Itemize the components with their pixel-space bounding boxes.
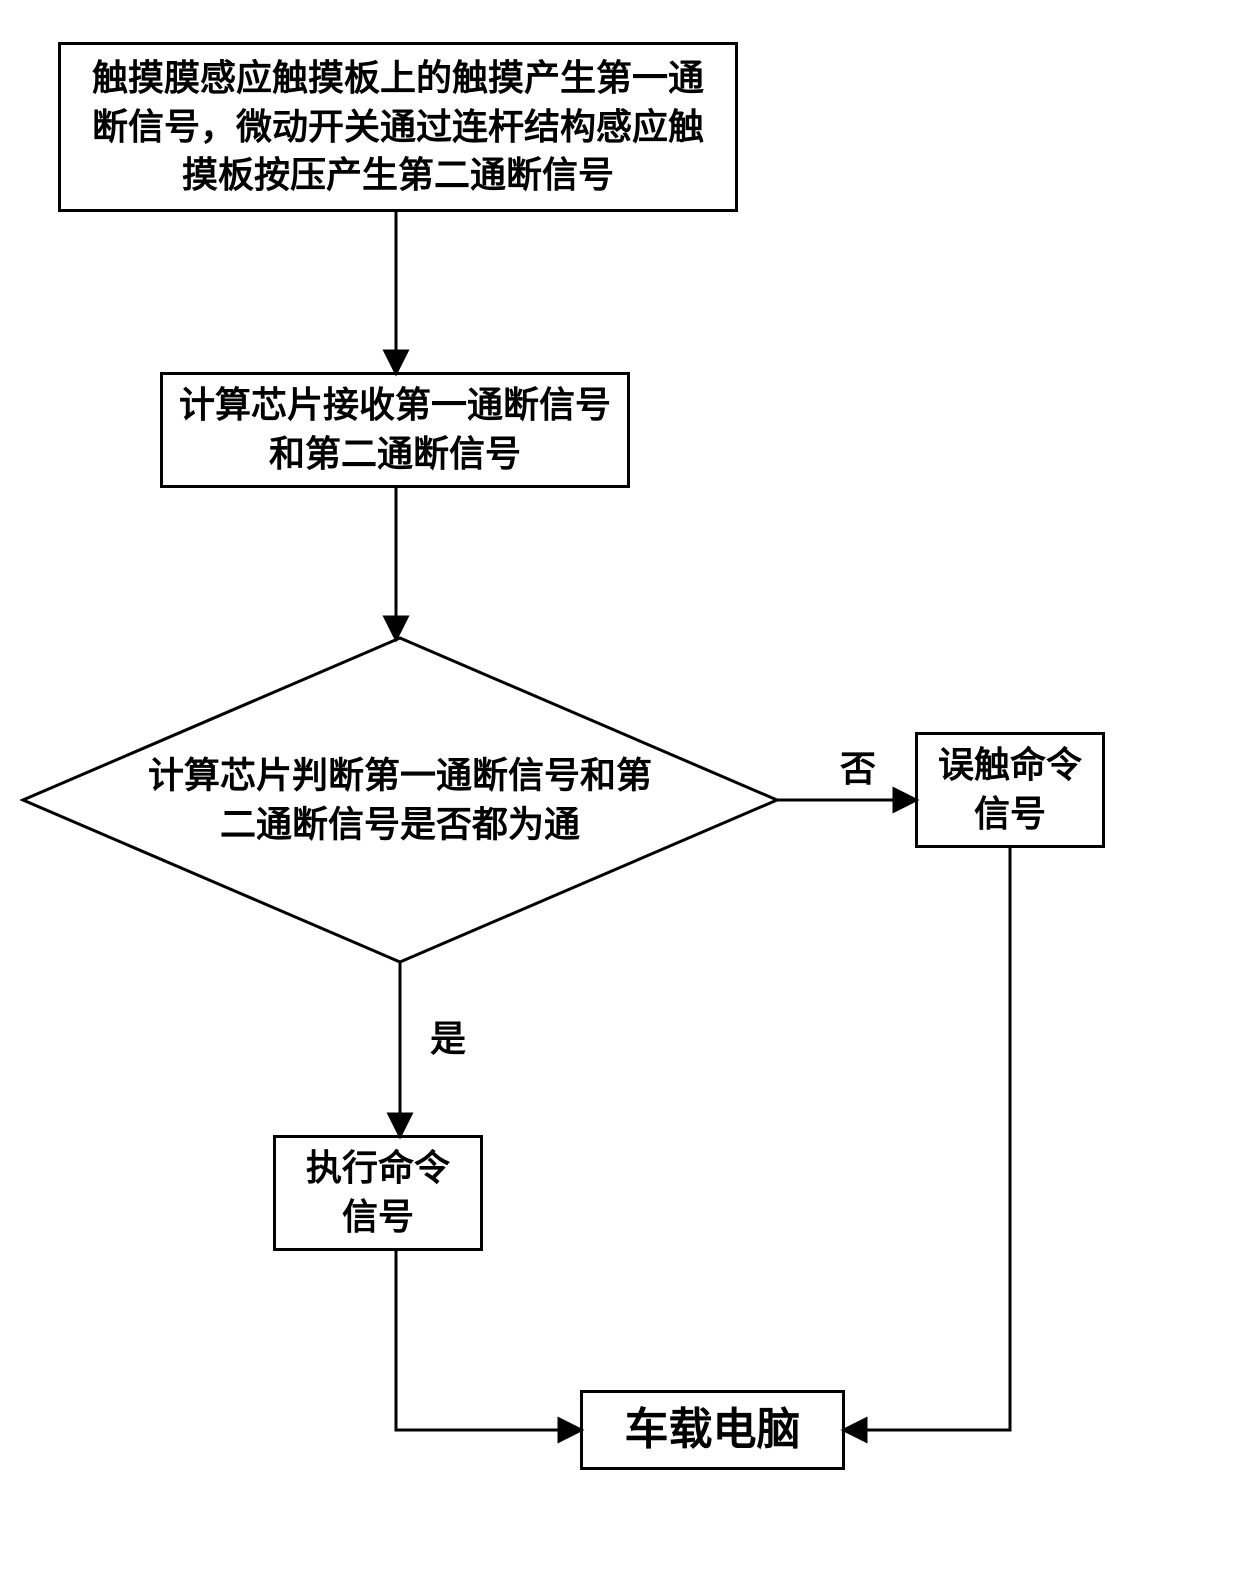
node-text: 执行命令信号 (306, 1144, 450, 1241)
flow-node-false-touch: 误触命令信号 (915, 732, 1105, 848)
node-text: 误触命令信号 (938, 741, 1082, 838)
node-text: 触摸膜感应触摸板上的触摸产生第一通断信号，微动开关通过连杆结构感应触摸板按压产生… (75, 54, 721, 200)
flow-node-decision-both-on: 计算芯片判断第一通断信号和第二通断信号是否都为通 (20, 635, 780, 965)
flow-node-input-signals: 触摸膜感应触摸板上的触摸产生第一通断信号，微动开关通过连杆结构感应触摸板按压产生… (58, 42, 738, 212)
flow-node-onboard-computer: 车载电脑 (580, 1390, 845, 1470)
node-text: 车载电脑 (625, 1400, 801, 1459)
flow-node-execute-command: 执行命令信号 (273, 1135, 483, 1251)
node-text: 计算芯片接收第一通断信号和第二通断信号 (177, 381, 613, 478)
edge-label-yes: 是 (430, 1010, 466, 1062)
node-text: 计算芯片判断第一通断信号和第二通断信号是否都为通 (148, 755, 652, 844)
edge-label-no: 否 (840, 740, 876, 792)
flow-node-chip-receive: 计算芯片接收第一通断信号和第二通断信号 (160, 372, 630, 488)
